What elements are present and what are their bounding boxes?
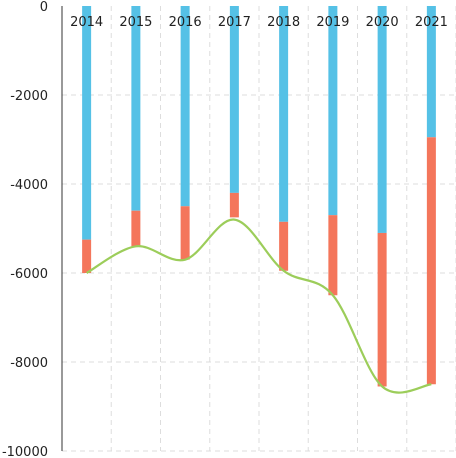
bar-segment-orange [82, 239, 92, 273]
bar-segment-blue [328, 6, 338, 216]
x-tick-label: 2021 [415, 15, 448, 30]
bar-segment-orange [180, 206, 190, 260]
y-tick-label: -8000 [10, 356, 48, 371]
x-axis-tick-labels: 2014 2015 2016 2017 2018 2019 2020 2021 [70, 15, 448, 30]
trend-line-path [86, 218, 432, 394]
x-tick-label: 2014 [70, 15, 103, 30]
bar-segment-blue [131, 6, 141, 211]
x-tick-label: 2016 [169, 15, 202, 30]
bar-segment-blue [279, 6, 289, 222]
bar-segment-orange [377, 232, 387, 387]
grid-lines [62, 6, 456, 452]
y-tick-label: -6000 [10, 267, 48, 282]
bar-segment-orange [131, 210, 141, 247]
y-tick-label: -2000 [10, 89, 48, 104]
bar-segment-orange [279, 221, 289, 271]
x-tick-label: 2020 [366, 15, 399, 30]
bar-segment-blue [426, 6, 436, 138]
bar-segment-blue [377, 6, 387, 233]
bar-segment-blue [229, 6, 239, 193]
y-axis-tick-labels: 0 -2000 -4000 -6000 -8000 -10000 [2, 0, 48, 458]
y-tick-label: 0 [40, 0, 48, 15]
y-tick-label: -10000 [2, 445, 48, 458]
x-tick-label: 2017 [218, 15, 251, 30]
bars [82, 6, 436, 387]
bar-segment-orange [328, 215, 338, 296]
trend-line [86, 218, 432, 394]
bar-segment-orange [426, 137, 436, 385]
x-tick-label: 2019 [316, 15, 349, 30]
bar-segment-orange [229, 192, 239, 218]
x-tick-label: 2018 [267, 15, 300, 30]
x-tick-label: 2015 [119, 15, 152, 30]
y-tick-label: -4000 [10, 178, 48, 193]
bar-segment-blue [82, 6, 92, 240]
bar-segment-blue [180, 6, 190, 207]
